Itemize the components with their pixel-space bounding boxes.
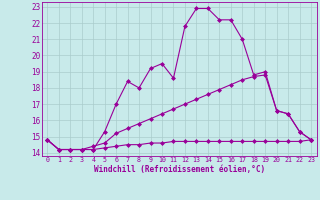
- X-axis label: Windchill (Refroidissement éolien,°C): Windchill (Refroidissement éolien,°C): [94, 165, 265, 174]
